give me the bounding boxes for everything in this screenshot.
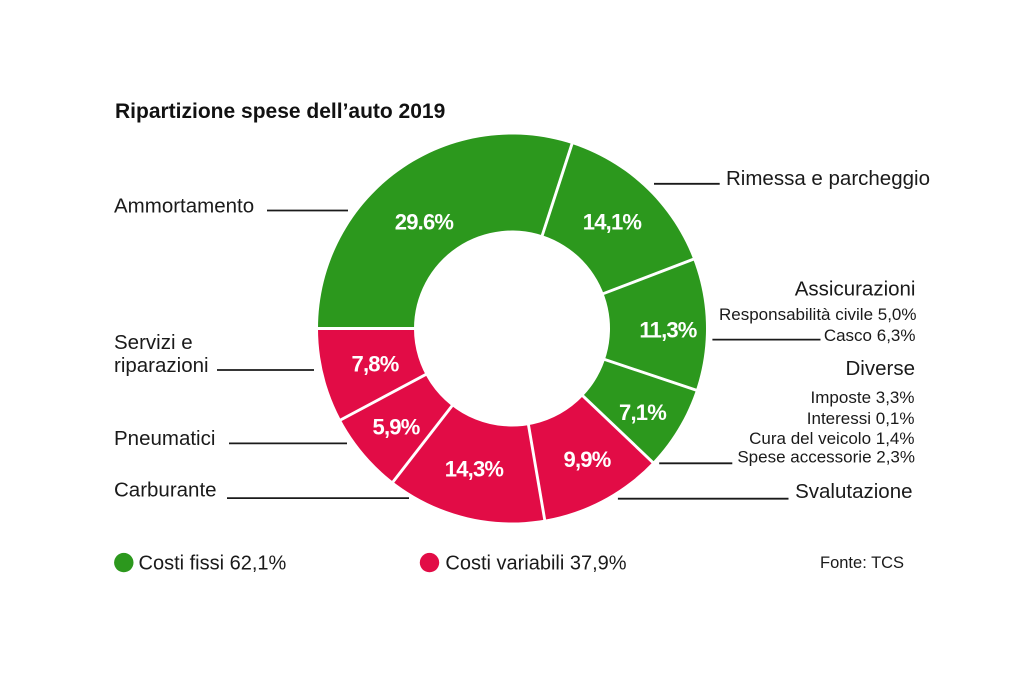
svg-text:9,9%: 9,9% [564,447,611,472]
svg-text:Responsabilità civile 5,0%: Responsabilità civile 5,0% [719,305,917,324]
svg-text:Ammortamento: Ammortamento [114,194,254,217]
svg-text:29.6%: 29.6% [395,210,454,235]
svg-text:11,3%: 11,3% [639,318,696,343]
svg-text:Diverse: Diverse [846,357,916,380]
svg-text:Svalutazione: Svalutazione [795,480,912,503]
svg-text:7,8%: 7,8% [352,352,399,377]
svg-text:Costi variabili 37,9%: Costi variabili 37,9% [445,552,626,574]
svg-text:7,1%: 7,1% [619,400,666,425]
svg-text:Interessi 0,1%: Interessi 0,1% [807,409,915,428]
svg-text:Costi fissi 62,1%: Costi fissi 62,1% [139,552,287,574]
svg-text:14,3%: 14,3% [445,457,504,482]
svg-text:5,9%: 5,9% [373,415,420,440]
svg-text:Spese accessorie 2,3%: Spese accessorie 2,3% [737,447,915,466]
svg-text:Pneumatici: Pneumatici [114,427,215,450]
svg-text:Servizi e: Servizi e [114,331,193,354]
svg-text:Ripartizione spese dell’auto 2: Ripartizione spese dell’auto 2019 [115,100,445,123]
svg-text:14,1%: 14,1% [583,210,642,235]
svg-text:Rimessa e parcheggio: Rimessa e parcheggio [726,167,930,190]
svg-text:Imposte 3,3%: Imposte 3,3% [811,388,915,407]
svg-text:Carburante: Carburante [114,479,217,502]
svg-text:Fonte: TCS: Fonte: TCS [820,554,904,572]
svg-text:riparazioni: riparazioni [114,354,209,377]
svg-text:Cura del veicolo 1,4%: Cura del veicolo 1,4% [749,429,914,448]
svg-text:Casco 6,3%: Casco 6,3% [824,326,916,345]
svg-text:Assicurazioni: Assicurazioni [795,277,916,300]
